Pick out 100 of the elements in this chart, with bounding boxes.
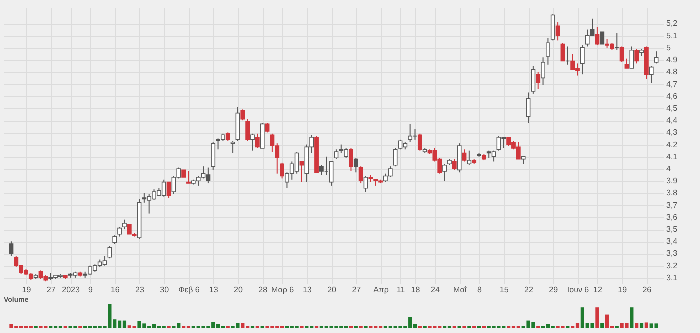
candlestick	[536, 72, 541, 90]
candlestick	[624, 58, 630, 70]
x-tick-label: 30	[160, 286, 170, 294]
x-tick-label: 8	[478, 286, 483, 294]
candlestick	[467, 150, 472, 166]
candlestick	[418, 133, 422, 152]
bar	[600, 323, 604, 328]
x-tick-label: 27	[46, 286, 56, 294]
y-tick-label: 4,3	[666, 128, 678, 138]
candlestick	[108, 246, 112, 260]
candlestick	[186, 170, 191, 184]
x-tick-label: 26	[642, 286, 652, 294]
y-tick-label: 3,3	[666, 249, 678, 258]
x-tick-label: 29	[549, 286, 559, 294]
candlestick	[240, 109, 246, 122]
y-tick-label: 4,5	[666, 104, 678, 113]
candlestick	[166, 182, 172, 199]
y-tick-label: 3,6	[666, 212, 678, 222]
candlestick	[255, 133, 260, 149]
y-tick-label: 4	[666, 164, 672, 174]
candlestick	[118, 226, 122, 238]
y-tick-label: 3,7	[666, 200, 678, 210]
x-tick-label: 9	[88, 286, 94, 294]
y-tick-label: 3,1	[666, 273, 678, 282]
candlestick	[393, 148, 398, 168]
candlestick	[250, 133, 255, 152]
bar	[635, 323, 639, 328]
candlestick	[334, 149, 339, 160]
x-tick-label: 18	[411, 286, 421, 294]
x-tick-label: Απρ	[374, 286, 390, 294]
x-tick-label: Μαΐ	[454, 286, 468, 294]
candlestick	[230, 140, 236, 154]
y-tick-label: 5,1	[666, 31, 678, 40]
candlestick	[442, 164, 447, 182]
x-tick-label: Φεβ 6	[178, 286, 200, 294]
candlestick	[452, 158, 457, 171]
candlestick	[595, 26, 600, 46]
x-tick-label: 16	[110, 286, 120, 294]
bar	[630, 308, 634, 328]
candlestick	[556, 22, 560, 42]
candlestick	[364, 176, 368, 192]
bar	[644, 322, 648, 328]
candlestick	[265, 122, 270, 134]
candlestick	[349, 148, 354, 172]
y-tick-label: 3,4	[666, 237, 678, 246]
y-tick-label: 4,1	[666, 152, 678, 162]
y-tick-label: 4,4	[666, 116, 678, 126]
x-tick-label: 13	[302, 286, 312, 294]
x-tick-label: 13	[209, 286, 219, 294]
candlestick	[300, 161, 304, 183]
y-tick-label: 3,9	[666, 176, 678, 186]
candlestick	[9, 241, 14, 257]
y-tick-label: 3,8	[666, 188, 678, 198]
y-tick-label: 4,9	[666, 56, 678, 65]
candlestick	[462, 149, 467, 162]
x-tick-label: 19	[618, 286, 628, 294]
x-tick-label: Μαρ 6	[272, 286, 295, 294]
x-tick-label: 20	[328, 286, 338, 294]
x-tick-label: Ιουν 6	[567, 286, 590, 294]
bar	[596, 308, 600, 328]
candlestick	[354, 158, 358, 174]
x-tick-label: 23	[136, 286, 145, 294]
candlestick	[546, 38, 550, 66]
candlestick	[620, 46, 624, 63]
x-tick-label: 28	[258, 286, 268, 294]
candlestick	[280, 162, 284, 180]
candlestick	[122, 219, 127, 230]
y-tick-label: 4,7	[666, 80, 678, 89]
candlestick	[634, 48, 640, 64]
x-tick-label: 22	[524, 286, 534, 294]
candlestick	[246, 118, 250, 142]
x-tick-label: 11	[396, 286, 406, 294]
x-tick-label: 20	[234, 286, 244, 294]
y-tick-label: 4,6	[666, 92, 678, 101]
x-tick-label: 2023	[62, 286, 80, 294]
bar	[640, 323, 644, 328]
candlestick	[560, 42, 566, 62]
x-tick-label: 27	[352, 286, 362, 294]
x-tick-label: 19	[22, 286, 32, 294]
x-tick-label: 12	[593, 286, 603, 294]
candlestick	[531, 66, 536, 94]
y-tick-label: 5	[666, 43, 672, 52]
y-tick-label: 3,5	[666, 225, 678, 234]
candlestick	[580, 45, 585, 76]
x-tick-label: 15	[500, 286, 510, 294]
candlestick	[526, 92, 531, 124]
y-tick-label: 3,2	[666, 261, 678, 270]
y-tick-label: 5,2	[666, 19, 678, 28]
y-tick-label: 4,2	[666, 140, 678, 150]
candlestick	[649, 66, 654, 84]
y-tick-label: 4,8	[666, 68, 678, 77]
candlestick	[630, 46, 634, 70]
x-tick-label: 24	[430, 286, 440, 294]
candlestick	[211, 142, 216, 171]
candlestick	[358, 166, 364, 184]
candlestick	[408, 124, 413, 143]
candlestick	[600, 32, 605, 45]
candlestick	[329, 161, 334, 186]
candlestick	[654, 51, 659, 64]
candlestick	[541, 57, 546, 86]
